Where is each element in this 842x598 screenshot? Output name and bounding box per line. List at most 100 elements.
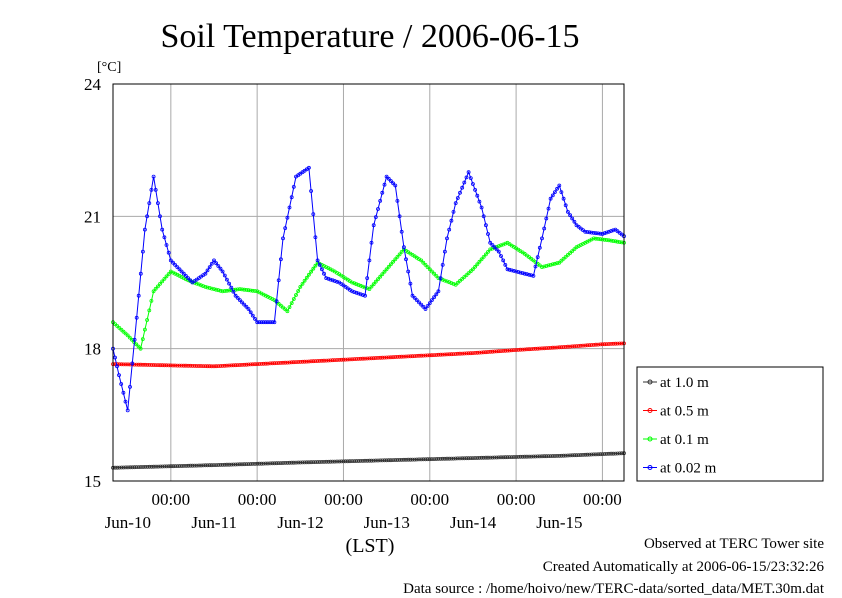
data-point bbox=[436, 289, 441, 294]
data-point bbox=[602, 231, 607, 236]
data-point bbox=[147, 362, 152, 367]
data-point bbox=[194, 281, 199, 286]
data-point bbox=[218, 364, 223, 368]
data-point bbox=[113, 322, 117, 327]
data-point bbox=[468, 269, 473, 274]
x-tick-date: Jun-12 bbox=[277, 513, 323, 532]
data-point bbox=[440, 456, 445, 461]
data-point bbox=[492, 245, 497, 250]
data-point bbox=[406, 354, 411, 359]
data-point bbox=[475, 193, 480, 198]
data-point bbox=[365, 356, 370, 361]
data-point bbox=[337, 459, 342, 464]
data-point bbox=[522, 347, 527, 352]
data-point bbox=[427, 353, 432, 358]
data-point bbox=[128, 465, 133, 470]
data-point bbox=[179, 363, 184, 368]
data-point bbox=[119, 465, 124, 470]
data-point bbox=[177, 267, 182, 272]
data-point bbox=[158, 464, 163, 469]
data-point bbox=[417, 457, 421, 462]
data-point bbox=[154, 464, 158, 469]
data-point bbox=[473, 264, 478, 269]
data-point bbox=[335, 459, 339, 464]
data-point bbox=[244, 362, 249, 367]
data-point bbox=[576, 344, 581, 348]
data-point bbox=[253, 362, 257, 367]
data-point bbox=[141, 465, 146, 469]
data-point bbox=[326, 459, 331, 464]
data-point bbox=[445, 456, 449, 461]
data-point bbox=[525, 454, 529, 459]
data-point bbox=[365, 276, 370, 281]
data-point bbox=[563, 203, 568, 208]
data-point bbox=[451, 209, 456, 214]
data-point bbox=[464, 456, 469, 461]
data-point bbox=[257, 362, 262, 366]
data-point bbox=[283, 226, 288, 231]
data-point bbox=[542, 264, 547, 269]
data-point bbox=[263, 461, 268, 466]
data-point bbox=[391, 458, 396, 463]
data-point bbox=[270, 361, 275, 366]
data-point bbox=[367, 356, 372, 361]
data-point bbox=[382, 182, 387, 187]
data-point bbox=[184, 463, 189, 468]
data-point bbox=[594, 452, 598, 457]
data-point bbox=[311, 212, 316, 217]
data-point bbox=[401, 245, 406, 250]
data-point bbox=[253, 461, 257, 466]
data-point bbox=[518, 347, 523, 352]
data-point bbox=[214, 364, 219, 369]
data-point bbox=[391, 355, 396, 360]
data-point bbox=[158, 214, 162, 219]
data-point bbox=[233, 363, 238, 368]
data-point bbox=[173, 262, 178, 267]
data-point bbox=[192, 363, 197, 368]
data-point bbox=[255, 362, 260, 367]
data-point bbox=[363, 293, 367, 298]
data-point bbox=[140, 337, 145, 342]
data-point bbox=[197, 463, 201, 468]
data-point bbox=[576, 453, 581, 458]
data-point bbox=[393, 355, 398, 359]
data-point bbox=[128, 384, 132, 389]
data-point bbox=[356, 356, 361, 361]
data-point bbox=[315, 258, 320, 263]
data-point bbox=[380, 190, 385, 195]
data-point bbox=[399, 457, 404, 462]
data-point bbox=[300, 281, 305, 286]
data-point bbox=[501, 242, 506, 247]
data-point bbox=[486, 350, 490, 354]
data-point bbox=[350, 280, 355, 285]
data-point bbox=[399, 229, 404, 234]
data-point bbox=[270, 320, 275, 325]
data-point bbox=[356, 291, 361, 296]
data-point bbox=[423, 353, 428, 358]
data-point bbox=[509, 348, 514, 353]
data-point bbox=[162, 363, 167, 368]
data-point bbox=[525, 272, 529, 277]
data-point bbox=[147, 201, 152, 206]
data-point bbox=[423, 262, 428, 267]
data-point bbox=[514, 348, 518, 352]
data-point bbox=[216, 264, 221, 268]
data-point bbox=[544, 346, 549, 351]
data-point bbox=[345, 459, 350, 464]
data-point bbox=[421, 353, 426, 358]
x-tick-time: 00:00 bbox=[151, 490, 190, 509]
data-point bbox=[548, 345, 553, 350]
data-point bbox=[520, 454, 525, 459]
data-point bbox=[272, 461, 277, 466]
data-point bbox=[278, 360, 283, 365]
data-point bbox=[147, 464, 152, 469]
data-point bbox=[494, 247, 499, 252]
data-point bbox=[207, 286, 212, 290]
data-point bbox=[548, 454, 553, 459]
data-point bbox=[583, 452, 588, 457]
data-point bbox=[117, 325, 122, 330]
data-point bbox=[388, 458, 393, 463]
data-point bbox=[326, 358, 331, 363]
data-point bbox=[244, 462, 249, 467]
data-point bbox=[512, 455, 516, 459]
